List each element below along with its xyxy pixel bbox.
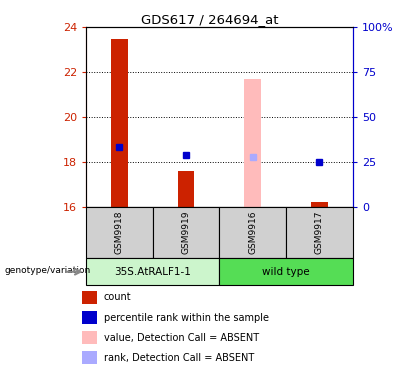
Bar	[82, 351, 97, 364]
Bar	[244, 79, 261, 207]
Bar	[311, 202, 328, 207]
Text: genotype/variation: genotype/variation	[4, 266, 90, 275]
Bar	[82, 331, 97, 344]
Text: GSM9916: GSM9916	[248, 211, 257, 254]
Bar	[86, 207, 153, 258]
Bar	[220, 207, 286, 258]
Text: count: count	[104, 292, 131, 302]
Text: percentile rank within the sample: percentile rank within the sample	[104, 313, 269, 322]
Bar	[111, 39, 128, 207]
Text: wild type: wild type	[262, 267, 310, 277]
Text: 35S.AtRALF1-1: 35S.AtRALF1-1	[114, 267, 191, 277]
Text: value, Detection Call = ABSENT: value, Detection Call = ABSENT	[104, 333, 259, 343]
Text: GSM9918: GSM9918	[115, 211, 124, 254]
Bar	[286, 207, 353, 258]
Bar	[82, 291, 97, 304]
Text: rank, Detection Call = ABSENT: rank, Detection Call = ABSENT	[104, 353, 254, 363]
Bar	[82, 311, 97, 324]
Text: GDS617 / 264694_at: GDS617 / 264694_at	[141, 13, 279, 26]
Bar	[220, 258, 353, 285]
Bar	[153, 207, 220, 258]
Text: GSM9919: GSM9919	[181, 211, 191, 254]
Text: GSM9917: GSM9917	[315, 211, 324, 254]
Bar	[86, 258, 220, 285]
Bar	[178, 171, 194, 207]
